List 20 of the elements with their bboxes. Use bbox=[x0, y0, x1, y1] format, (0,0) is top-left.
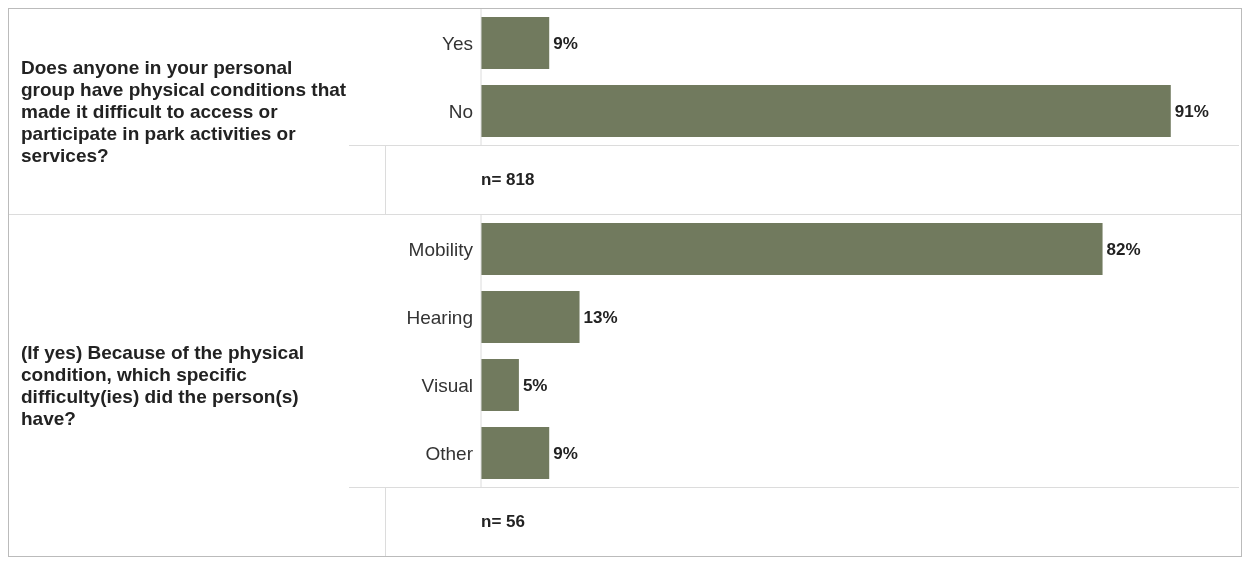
bar bbox=[481, 427, 550, 479]
text: n= 56 bbox=[385, 488, 1239, 556]
bar bbox=[481, 359, 519, 411]
data-label: 13% bbox=[583, 308, 618, 328]
y-tick-label: Other bbox=[425, 442, 474, 464]
y-tick-label: Yes bbox=[442, 32, 473, 54]
data-label: 5% bbox=[522, 376, 548, 396]
y-tick-label: Mobility bbox=[408, 238, 474, 260]
bar bbox=[481, 291, 580, 343]
data-label: 91% bbox=[1174, 102, 1209, 122]
text: Does anyone in your personal group have physical conditions that made it difficult to access or participate in park activities or services? bbox=[21, 56, 348, 167]
y-tick-label: Visual bbox=[421, 374, 473, 396]
data-label: 9% bbox=[553, 444, 578, 464]
data-label: 9% bbox=[553, 34, 578, 54]
text: (If yes) Because of the physical condition, which specific difficulty(ies) did the person(s) have? bbox=[21, 341, 305, 430]
y-tick-label: No bbox=[448, 100, 473, 122]
text: n= 818 bbox=[385, 146, 1239, 214]
bar bbox=[481, 223, 1103, 275]
data-label: 82% bbox=[1106, 240, 1141, 260]
y-tick-label: Hearing bbox=[406, 306, 473, 328]
